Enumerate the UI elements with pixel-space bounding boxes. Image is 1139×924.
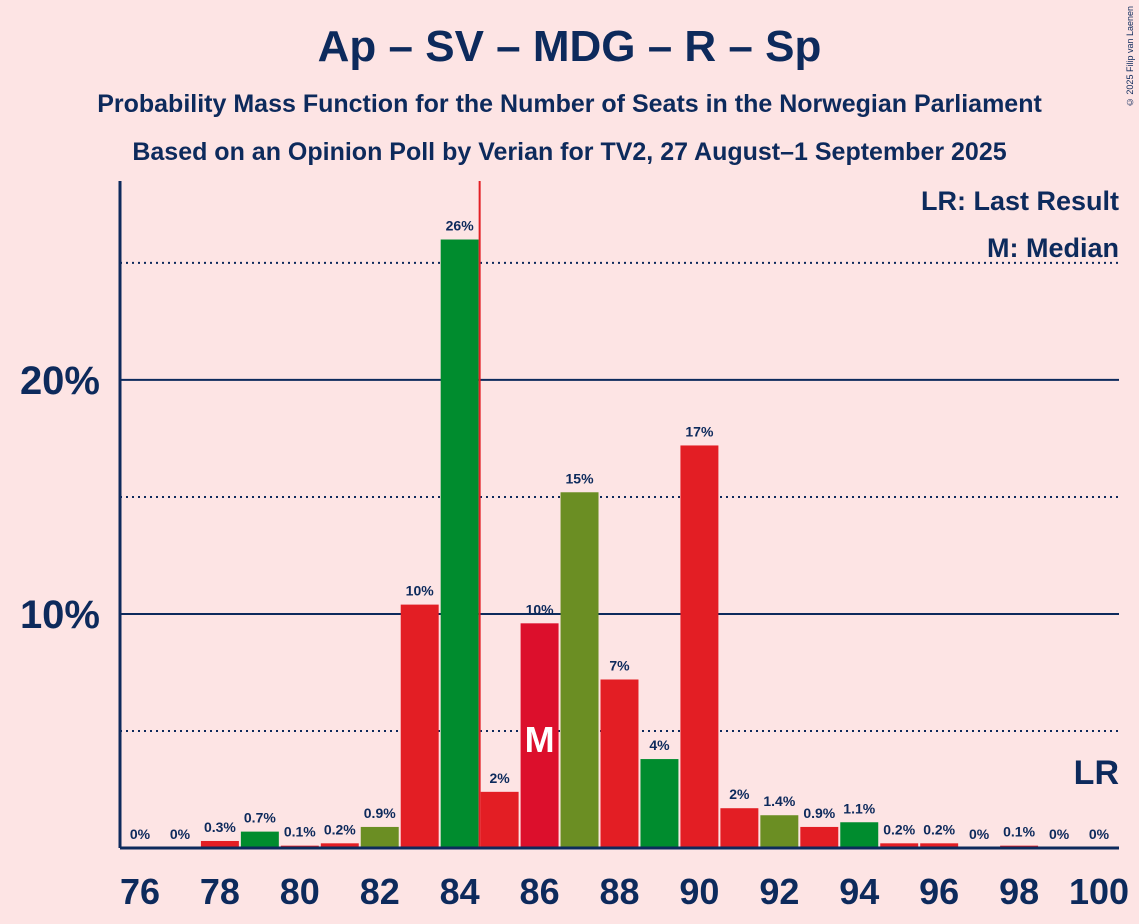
bar-value-label: 0.1% — [1003, 824, 1035, 840]
bar — [560, 492, 599, 848]
bar — [760, 815, 799, 848]
bar-value-label: 17% — [685, 423, 714, 439]
bar-value-label: 0% — [130, 826, 151, 842]
bar-value-label: 0% — [1089, 826, 1110, 842]
bar — [520, 623, 559, 848]
bar — [200, 840, 239, 848]
x-tick-label: 78 — [200, 871, 240, 912]
bar-value-label: 0.2% — [923, 821, 955, 837]
bar — [920, 843, 959, 848]
x-tick-label: 98 — [999, 871, 1039, 912]
chart-title: Ap – SV – MDG – R – Sp — [317, 22, 822, 71]
x-tick-label: 86 — [520, 871, 560, 912]
legend-entry: M: Median — [987, 233, 1119, 263]
bar-value-label: 15% — [566, 470, 595, 486]
bar — [680, 445, 719, 848]
bar-value-label: 2% — [490, 770, 511, 786]
bar — [800, 826, 839, 848]
x-tick-label: 76 — [120, 871, 160, 912]
legend: LR: Last Result M: Median — [921, 186, 1119, 263]
legend-entry: LR: Last Result — [921, 186, 1119, 216]
axes: 10% 20% 76 78 80 82 84 86 88 90 92 94 96 98 100 — [20, 181, 1129, 912]
y-tick-label: 20% — [20, 359, 100, 403]
bar-value-label: 1.4% — [763, 793, 795, 809]
median-marker: M — [525, 719, 555, 760]
chart-subtitle: Probability Mass Function for the Number… — [97, 90, 1042, 118]
bar-value-label: 0.9% — [803, 805, 835, 821]
bar-labels: 0% 0% 0.3% 0.7% 0.1% 0.2% 0.9% 10% 26% 2% 10% 15% 7%… — [130, 218, 1119, 842]
bar — [840, 822, 879, 848]
x-tick-label: 96 — [919, 871, 959, 912]
bar-value-label: 26% — [446, 218, 475, 234]
bar-value-label: 0% — [969, 826, 990, 842]
bar — [240, 831, 279, 848]
bar-value-label: 0.2% — [883, 821, 915, 837]
y-tick-label: 10% — [20, 593, 100, 637]
bar-value-label: 0% — [170, 826, 191, 842]
x-tick-label: 94 — [839, 871, 879, 912]
x-tick-label: 80 — [280, 871, 320, 912]
bar-value-label: 2% — [729, 786, 750, 802]
bar-value-label: 0.1% — [284, 824, 316, 840]
x-tick-label: 82 — [360, 871, 400, 912]
bar — [600, 679, 639, 848]
bar-value-label: 0.9% — [364, 805, 396, 821]
x-tick-label: 90 — [679, 871, 719, 912]
bar — [480, 791, 519, 848]
bar — [440, 239, 479, 848]
bar-value-label: 4% — [649, 737, 670, 753]
bar — [880, 843, 919, 848]
bar — [360, 826, 399, 848]
bar-value-label: 1.1% — [843, 800, 875, 816]
bar — [640, 759, 679, 848]
bar-value-label: 10% — [406, 583, 435, 599]
bar-value-label: 0% — [1049, 826, 1070, 842]
x-tick-label: 88 — [599, 871, 639, 912]
x-tick-label: 92 — [759, 871, 799, 912]
chart-subtitle-poll: Based on an Opinion Poll by Verian for T… — [132, 138, 1007, 166]
bar-value-label: 0.3% — [204, 819, 236, 835]
bar-value-label: 0.7% — [244, 810, 276, 826]
bars — [200, 239, 1039, 848]
bar-value-label: 7% — [609, 657, 630, 673]
last-result-marker: LR — [1074, 754, 1119, 792]
x-tick-label: 84 — [440, 871, 480, 912]
bar — [320, 843, 359, 848]
bar — [720, 808, 759, 848]
bar — [400, 604, 439, 848]
bar-value-label: 10% — [526, 601, 555, 617]
x-tick-label: 100 — [1069, 871, 1129, 912]
bar-value-label: 0.2% — [324, 821, 356, 837]
